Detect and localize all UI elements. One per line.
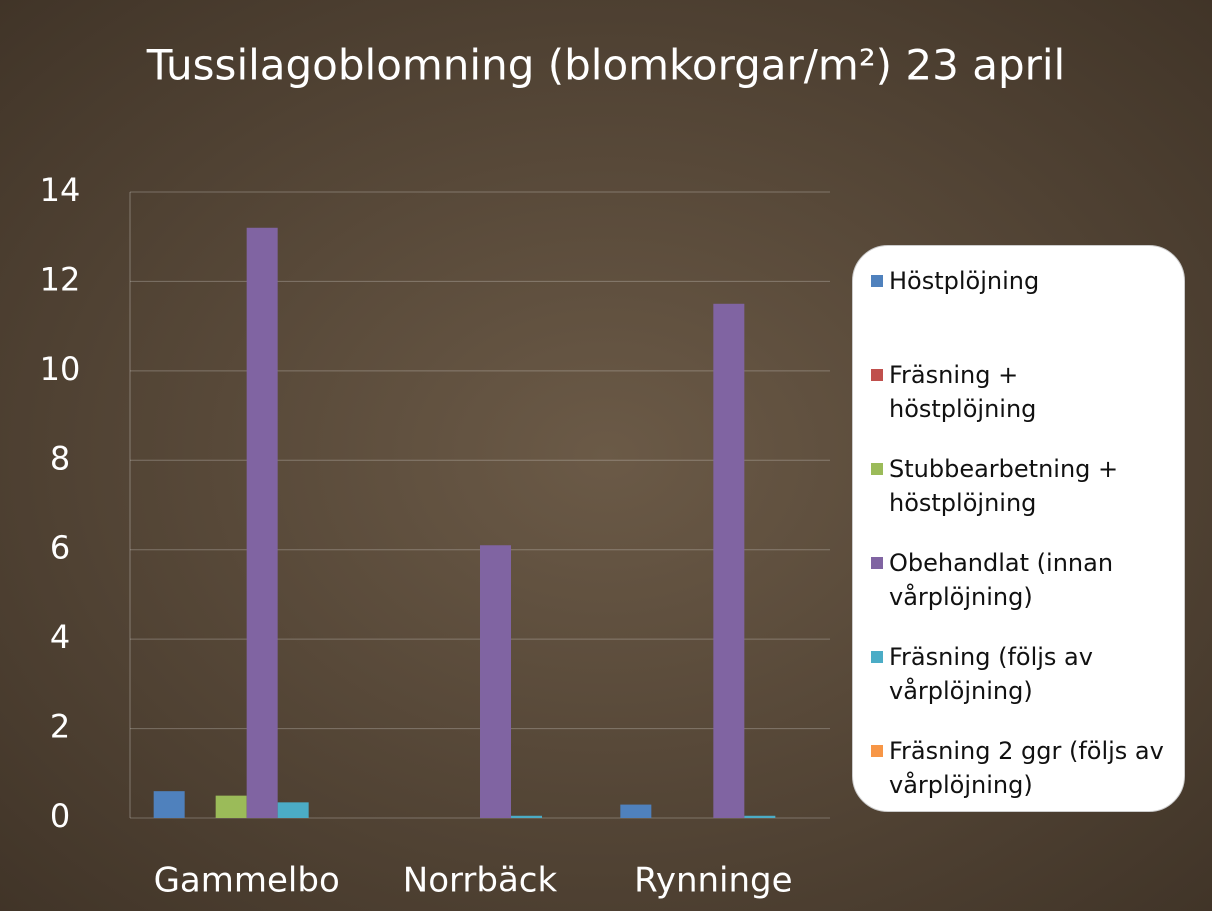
legend-label: Obehandlat (innan vårplöjning)	[889, 546, 1170, 614]
legend-label: Fräsning + höstplöjning	[889, 358, 1170, 426]
legend-entry: Obehandlat (innan vårplöjning)	[871, 546, 1170, 640]
y-tick-label: 10	[40, 350, 81, 388]
legend-label: Stubbearbetning + höstplöjning	[889, 452, 1170, 520]
x-tick-label: Norrbäck	[403, 861, 558, 901]
legend-entry: Fräsning + höstplöjning	[871, 358, 1170, 452]
legend-label: Fräsning 2 ggr (följs av vårplöjning)	[889, 734, 1170, 802]
bar	[480, 545, 511, 818]
bar	[620, 805, 651, 818]
y-tick-label: 6	[50, 529, 70, 567]
bar	[744, 816, 775, 818]
bar	[511, 816, 542, 818]
y-tick-label: 0	[50, 797, 70, 835]
bar	[216, 796, 247, 818]
bar	[278, 802, 309, 818]
y-tick-label: 14	[40, 171, 81, 209]
y-tick-label: 4	[50, 618, 70, 656]
y-tick-label: 2	[50, 708, 70, 746]
page: Tussilagoblomning (blomkorgar/m²) 23 apr…	[0, 0, 1212, 911]
x-tick-label: Gammelbo	[154, 861, 340, 901]
legend-label: Fräsning (följs av vårplöjning)	[889, 640, 1170, 708]
y-tick-label: 8	[50, 439, 70, 477]
legend-swatch	[871, 651, 883, 663]
legend-entry: Stubbearbetning + höstplöjning	[871, 452, 1170, 546]
bar	[713, 304, 744, 818]
legend-entry: Fräsning (följs av vårplöjning)	[871, 640, 1170, 734]
legend-swatch	[871, 745, 883, 757]
bar	[247, 228, 278, 818]
legend-swatch	[871, 275, 883, 287]
legend-swatch	[871, 463, 883, 475]
legend-label: Höstplöjning	[889, 264, 1039, 298]
legend-entry: Fräsning 2 ggr (följs av vårplöjning)	[871, 734, 1170, 828]
legend: Höstplöjning Fräsning + höstplöjning Stubb…	[852, 245, 1185, 812]
legend-entry: Höstplöjning	[871, 264, 1170, 358]
y-tick-label: 12	[40, 260, 81, 298]
x-tick-label: Rynninge	[634, 861, 792, 901]
chart-title: Tussilagoblomning (blomkorgar/m²) 23 apr…	[146, 41, 1065, 90]
legend-swatch	[871, 369, 883, 381]
legend-swatch	[871, 557, 883, 569]
bar	[154, 791, 185, 818]
